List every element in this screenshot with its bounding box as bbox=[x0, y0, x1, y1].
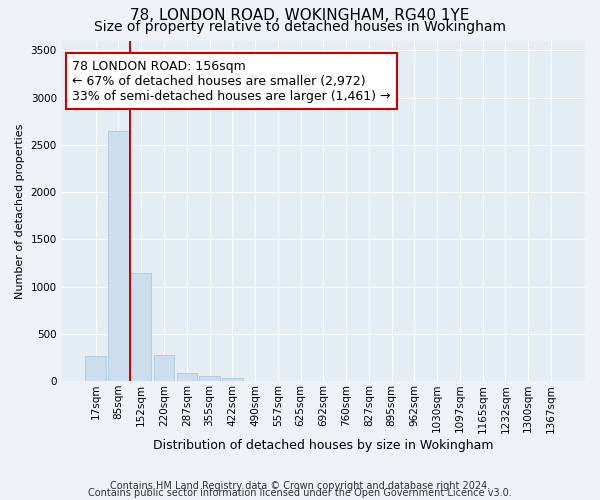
Bar bbox=[131, 274, 151, 381]
Text: Size of property relative to detached houses in Wokingham: Size of property relative to detached ho… bbox=[94, 20, 506, 34]
Bar bbox=[222, 378, 242, 381]
Text: 78, LONDON ROAD, WOKINGHAM, RG40 1YE: 78, LONDON ROAD, WOKINGHAM, RG40 1YE bbox=[130, 8, 470, 22]
Bar bbox=[199, 376, 220, 381]
Y-axis label: Number of detached properties: Number of detached properties bbox=[15, 124, 25, 298]
Bar bbox=[176, 372, 197, 381]
X-axis label: Distribution of detached houses by size in Wokingham: Distribution of detached houses by size … bbox=[153, 440, 494, 452]
Bar bbox=[108, 130, 129, 381]
Text: Contains public sector information licensed under the Open Government Licence v3: Contains public sector information licen… bbox=[88, 488, 512, 498]
Bar bbox=[154, 354, 174, 381]
Bar bbox=[176, 372, 197, 381]
Bar bbox=[108, 130, 129, 381]
Text: 78 LONDON ROAD: 156sqm
← 67% of detached houses are smaller (2,972)
33% of semi-: 78 LONDON ROAD: 156sqm ← 67% of detached… bbox=[72, 60, 391, 102]
Bar bbox=[85, 356, 106, 381]
Bar bbox=[154, 354, 174, 381]
Bar bbox=[222, 378, 242, 381]
Bar bbox=[85, 356, 106, 381]
Bar bbox=[131, 274, 151, 381]
Text: Contains HM Land Registry data © Crown copyright and database right 2024.: Contains HM Land Registry data © Crown c… bbox=[110, 481, 490, 491]
Bar bbox=[199, 376, 220, 381]
